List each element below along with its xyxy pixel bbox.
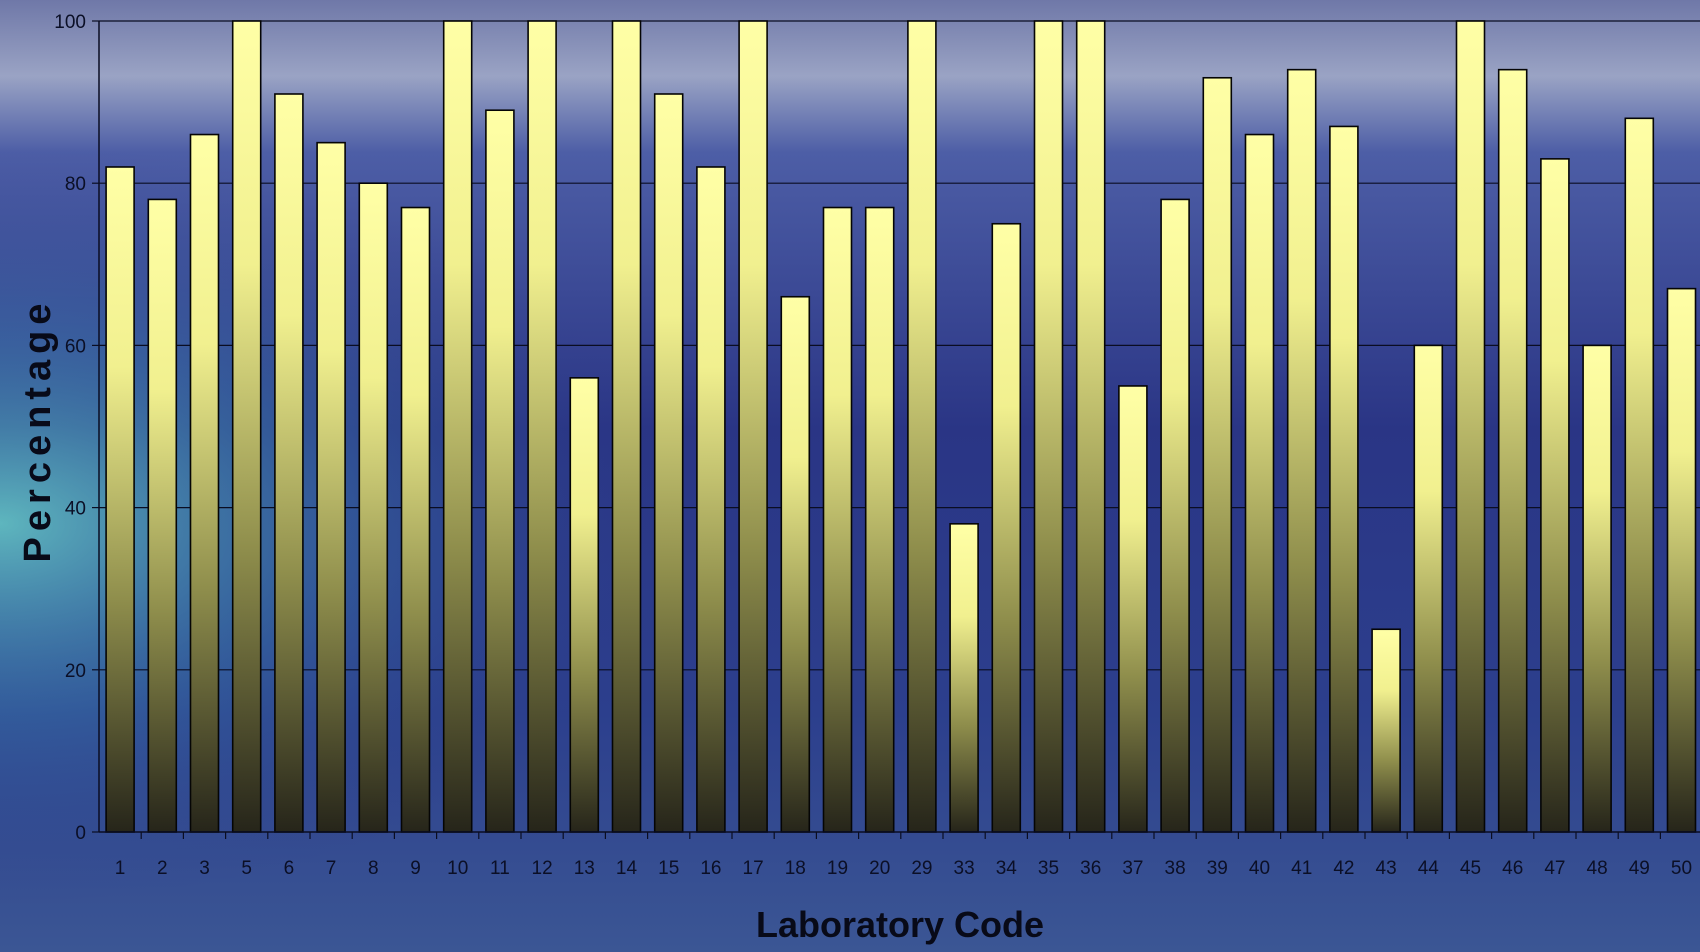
bar: [1540, 158, 1570, 833]
bar: [1624, 117, 1655, 833]
x-tick-label: 37: [1122, 858, 1143, 879]
bar: [358, 182, 389, 833]
x-tick-label: 15: [658, 858, 679, 879]
x-tick-label: 39: [1207, 858, 1228, 879]
y-tick-label: 60: [65, 336, 86, 357]
bar: [485, 109, 515, 833]
bar: [316, 141, 346, 833]
x-tick-label: 9: [410, 858, 421, 879]
bar: [1497, 68, 1528, 833]
bar: [949, 523, 979, 833]
x-tick-label: 41: [1291, 858, 1312, 879]
x-tick-label: 12: [532, 858, 553, 879]
bar: [1075, 20, 1106, 833]
bar: [1244, 133, 1275, 833]
y-axis-title: Percentage: [17, 298, 59, 563]
bar: [1202, 76, 1233, 833]
x-tick-label: 17: [743, 858, 764, 879]
bar: [907, 20, 937, 833]
x-tick-label: 5: [241, 858, 252, 879]
y-tick-label: 20: [65, 661, 86, 682]
bar: [274, 93, 304, 833]
x-tick-label: 3: [199, 858, 210, 879]
bar: [1371, 628, 1401, 833]
axes: [92, 20, 1700, 839]
x-tick-label: 40: [1249, 858, 1270, 879]
bar: [400, 206, 431, 833]
x-tick-label: 14: [616, 858, 638, 879]
x-tick-label: 36: [1080, 858, 1101, 879]
x-tick-label: 48: [1587, 858, 1608, 879]
bar: [1033, 20, 1064, 833]
bar: [696, 166, 726, 833]
bar: [231, 20, 262, 833]
x-tick-label: 11: [490, 858, 510, 879]
x-tick-label: 16: [700, 858, 721, 879]
y-tick-label: 80: [65, 174, 86, 195]
x-tick-label: 6: [284, 858, 295, 879]
bar: [1455, 20, 1486, 833]
x-tick-label: 44: [1418, 858, 1440, 879]
bar: [1582, 344, 1612, 833]
bar: [611, 20, 642, 833]
bar: [991, 222, 1022, 833]
bar: [1329, 125, 1359, 833]
bar: [864, 206, 895, 833]
bar: [1118, 385, 1148, 833]
x-tick-label: 46: [1502, 858, 1523, 879]
x-tick-label: 2: [157, 858, 168, 879]
bar: [1286, 68, 1317, 833]
x-axis-title: Laboratory Code: [756, 904, 1044, 945]
x-tick-label: 1: [115, 858, 126, 879]
x-tick-label: 45: [1460, 858, 1481, 879]
x-tick-label: 8: [368, 858, 379, 879]
bar: [1666, 287, 1697, 833]
y-tick-label: 100: [54, 12, 86, 33]
x-tick-label: 29: [911, 858, 932, 879]
x-tick-label: 20: [869, 858, 890, 879]
x-tick-label: 18: [785, 858, 806, 879]
bar: [1160, 198, 1190, 833]
x-tick-label: 35: [1038, 858, 1059, 879]
x-tick-label: 42: [1333, 858, 1354, 879]
x-tick-label: 50: [1671, 858, 1692, 879]
x-tick-label: 38: [1165, 858, 1186, 879]
bar: [147, 198, 178, 833]
bar: [105, 166, 135, 833]
x-tick-label: 49: [1629, 858, 1650, 879]
x-tick-label: 10: [447, 858, 468, 879]
bar: [738, 20, 768, 833]
bar: [1413, 344, 1444, 833]
bar: [780, 295, 811, 833]
x-tick-label: 43: [1376, 858, 1397, 879]
bar: [653, 93, 684, 833]
x-tick-label: 33: [954, 858, 975, 879]
x-tick-label: 19: [827, 858, 848, 879]
bars: [105, 20, 1697, 833]
x-tick-label: 47: [1544, 858, 1565, 879]
bar: [569, 377, 600, 833]
bar: [527, 20, 557, 833]
x-tick-label: 7: [326, 858, 337, 879]
x-tick-label: 13: [574, 858, 595, 879]
bar: [189, 133, 220, 833]
bar: [442, 20, 473, 833]
y-tick-label: 0: [75, 823, 86, 844]
x-tick-label: 34: [996, 858, 1018, 879]
bar: [822, 206, 853, 833]
y-tick-label: 40: [65, 499, 86, 520]
